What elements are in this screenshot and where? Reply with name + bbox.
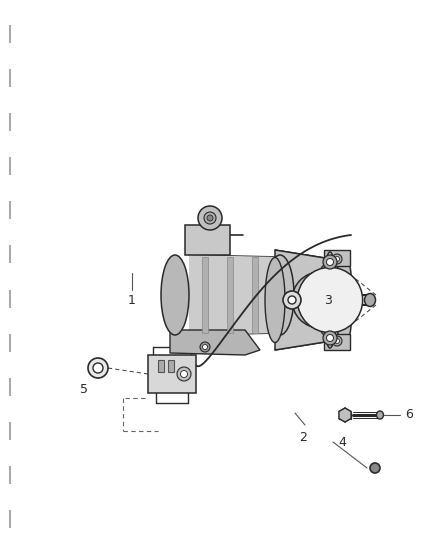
Text: 3: 3 [324,294,332,306]
Polygon shape [227,257,233,333]
Polygon shape [185,225,230,255]
Circle shape [326,259,333,265]
Ellipse shape [316,265,334,335]
FancyBboxPatch shape [168,360,174,372]
Circle shape [335,338,339,343]
Circle shape [292,272,348,328]
Circle shape [204,212,216,224]
Ellipse shape [377,411,384,419]
Polygon shape [170,330,260,355]
FancyBboxPatch shape [148,355,196,393]
Circle shape [297,268,363,333]
Text: 2: 2 [299,431,307,444]
Circle shape [332,254,342,264]
Polygon shape [252,257,258,333]
Circle shape [207,215,213,221]
Circle shape [298,278,342,322]
Circle shape [335,256,339,262]
Polygon shape [324,334,350,350]
Ellipse shape [266,255,294,335]
Polygon shape [339,408,351,422]
Text: 5: 5 [80,383,88,396]
Circle shape [288,296,296,304]
Ellipse shape [323,252,337,348]
Circle shape [180,370,187,377]
Circle shape [370,463,380,473]
Polygon shape [324,250,350,266]
Circle shape [326,335,333,342]
FancyBboxPatch shape [158,360,164,372]
Circle shape [93,363,103,373]
Polygon shape [189,255,280,335]
Text: 6: 6 [405,408,413,422]
Ellipse shape [161,255,189,335]
Text: 4: 4 [338,435,346,448]
Ellipse shape [265,257,285,343]
Ellipse shape [336,252,353,348]
Circle shape [283,291,301,309]
Polygon shape [330,252,344,348]
Text: 1: 1 [128,294,136,307]
Polygon shape [202,257,208,333]
Circle shape [198,206,222,230]
Ellipse shape [364,294,375,306]
Circle shape [200,342,210,352]
Circle shape [202,344,208,350]
Circle shape [323,331,337,345]
Polygon shape [275,250,325,350]
Circle shape [332,336,342,346]
Circle shape [88,358,108,378]
Circle shape [323,255,337,269]
Circle shape [177,367,191,381]
